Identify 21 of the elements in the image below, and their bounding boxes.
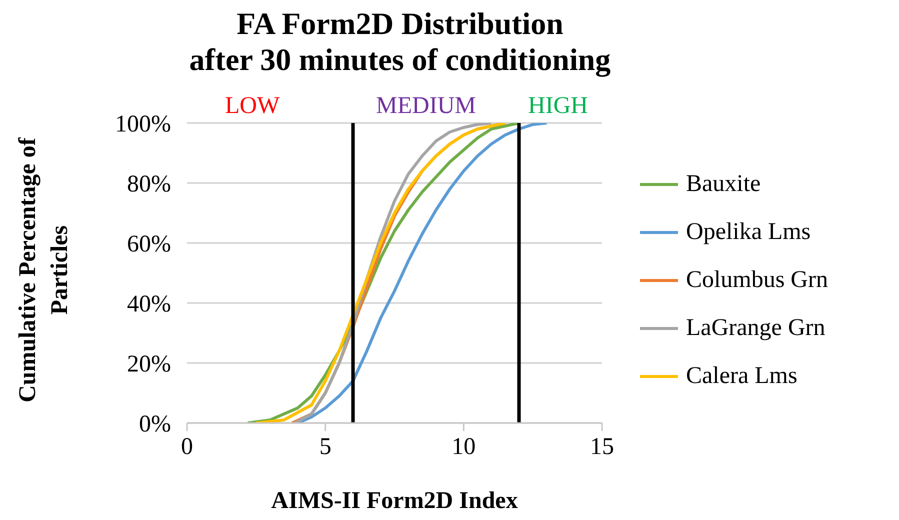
x-tick-label: 15 xyxy=(590,434,614,460)
legend-label: LaGrange Grn xyxy=(686,314,826,342)
y-tick-label: 100% xyxy=(115,112,171,138)
text: LOW xyxy=(225,93,280,120)
y-axis-title: Cumulative Percentage of Particles xyxy=(14,136,74,404)
y-tick-label: 20% xyxy=(127,352,171,378)
y-tick-label: 60% xyxy=(127,232,171,258)
legend-label: Opelika Lms xyxy=(686,218,811,246)
x-tick-label: 5 xyxy=(319,434,332,460)
x-axis-title: AIMS-II Form2D Index xyxy=(270,488,519,515)
text: MEDIUM xyxy=(376,93,476,120)
text: HIGH xyxy=(528,93,588,120)
legend-label: Calera Lms xyxy=(686,362,798,390)
y-tick-label: 0% xyxy=(139,412,171,438)
y-tick-label: 40% xyxy=(127,292,171,318)
legend-label: Columbus Grn xyxy=(686,266,828,294)
chart-title: FA Form2D Distribution after 30 minutes of conditioning xyxy=(188,6,612,78)
legend-label: Bauxite xyxy=(686,170,761,198)
y-tick-label: 80% xyxy=(127,172,171,198)
x-tick-label: 10 xyxy=(452,434,476,460)
x-tick-label: 0 xyxy=(181,434,193,460)
